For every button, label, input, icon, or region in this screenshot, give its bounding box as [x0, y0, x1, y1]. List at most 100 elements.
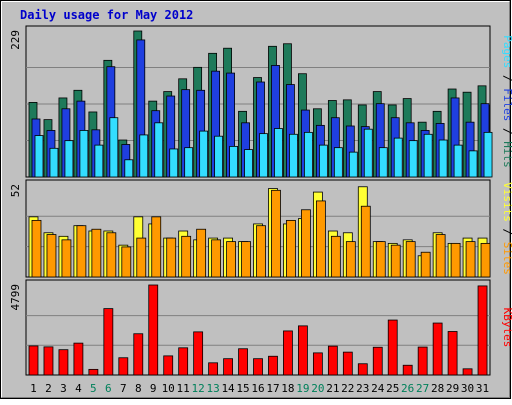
legend-hits: Pages / Files / Hits	[501, 35, 512, 168]
bar	[133, 333, 144, 376]
bar	[181, 235, 192, 278]
bar	[154, 122, 164, 178]
bar	[238, 348, 248, 376]
bar	[372, 346, 383, 376]
y-max-label-hits: 229	[9, 30, 22, 50]
bar	[178, 347, 189, 376]
x-tick-label: 31	[476, 382, 489, 395]
bar	[447, 331, 458, 376]
legend-entry-kbytes: KBytes	[501, 308, 512, 348]
bar	[330, 235, 341, 278]
x-tick-label: 9	[150, 382, 157, 395]
series-kbytes	[28, 284, 488, 376]
x-tick-label: 20	[311, 382, 324, 395]
bar	[387, 319, 398, 376]
bar	[345, 241, 356, 278]
bar	[259, 133, 268, 178]
bar	[417, 346, 428, 376]
bar	[393, 137, 403, 178]
bar	[477, 285, 488, 376]
bar	[405, 241, 416, 278]
x-tick-label: 21	[326, 382, 339, 395]
bar	[166, 237, 177, 278]
bar	[304, 131, 313, 178]
bar	[103, 308, 114, 376]
chart-panels: 229 Pages / Files / Hits 52 Visits / Sites 4…	[9, 25, 512, 376]
chart-title: Daily usage for May 2012	[20, 8, 193, 22]
bar	[289, 133, 298, 178]
x-tick-label: 30	[461, 382, 474, 395]
x-tick-label: 4	[75, 382, 82, 395]
x-tick-label: 8	[135, 382, 142, 395]
bar	[124, 159, 134, 178]
bar	[244, 149, 253, 178]
x-tick-label: 10	[162, 382, 175, 395]
legend-separator: /	[501, 68, 512, 88]
legend-separator: /	[501, 222, 512, 242]
x-tick-label: 15	[236, 382, 249, 395]
bar	[46, 234, 57, 278]
bar	[109, 117, 119, 178]
bar	[423, 133, 433, 178]
bar	[88, 368, 99, 376]
x-tick-label: 29	[446, 382, 459, 395]
bar	[256, 225, 266, 278]
bar	[298, 325, 308, 376]
bar	[312, 352, 323, 376]
x-tick-label: 7	[120, 382, 127, 395]
bar	[402, 364, 413, 376]
bar	[199, 130, 209, 178]
x-tick-label: 27	[416, 382, 429, 395]
y-max-label-kbytes: 4799	[9, 284, 22, 311]
bar	[438, 139, 448, 178]
bar	[214, 135, 224, 178]
x-axis-labels: 1 2 3 4 5 6 7 8 9 10 11 12 13 14 15 16 17 18 19 20 21 22 23 24 2…	[30, 382, 489, 395]
bar	[465, 241, 476, 278]
x-tick-label: 14	[221, 382, 235, 395]
bar	[91, 228, 102, 278]
bar	[357, 363, 368, 376]
bar	[271, 189, 281, 278]
bar	[43, 346, 54, 376]
x-tick-label: 23	[356, 382, 369, 395]
bar	[193, 331, 204, 376]
bar	[226, 241, 236, 278]
x-tick-label: 13	[206, 382, 219, 395]
x-tick-label: 25	[386, 382, 399, 395]
bar	[31, 219, 42, 278]
legend-visits: Visits / Sites	[501, 182, 512, 275]
bar	[139, 134, 149, 178]
bar	[208, 362, 219, 376]
bar	[184, 147, 194, 178]
bar	[327, 345, 338, 376]
bar	[253, 358, 263, 376]
bar	[315, 200, 326, 278]
bar	[118, 357, 129, 376]
legend-entry-files: Files	[501, 88, 512, 121]
bar	[151, 216, 162, 278]
bar	[450, 242, 461, 278]
panel-visits: 52 Visits / Sites	[9, 179, 512, 278]
legend-kbytes: KBytes	[501, 308, 512, 348]
x-tick-label: 17	[266, 382, 279, 395]
series-sites	[31, 189, 491, 278]
x-tick-label: 2	[45, 382, 52, 395]
legend-entry-visits: Visits	[501, 182, 512, 222]
bar	[34, 135, 44, 178]
bar	[378, 147, 388, 178]
legend-entry-hits: Hits	[501, 141, 512, 168]
bar	[408, 140, 418, 178]
x-tick-label: 11	[177, 382, 190, 395]
bar	[229, 145, 238, 178]
series-pages	[34, 117, 493, 178]
bar	[61, 239, 72, 278]
x-tick-label: 24	[371, 382, 385, 395]
bar	[468, 150, 478, 178]
bar	[480, 242, 491, 278]
bar	[121, 246, 132, 278]
bar	[390, 244, 401, 278]
bar	[49, 147, 59, 178]
x-tick-label: 28	[431, 382, 444, 395]
x-tick-label: 12	[192, 382, 205, 395]
